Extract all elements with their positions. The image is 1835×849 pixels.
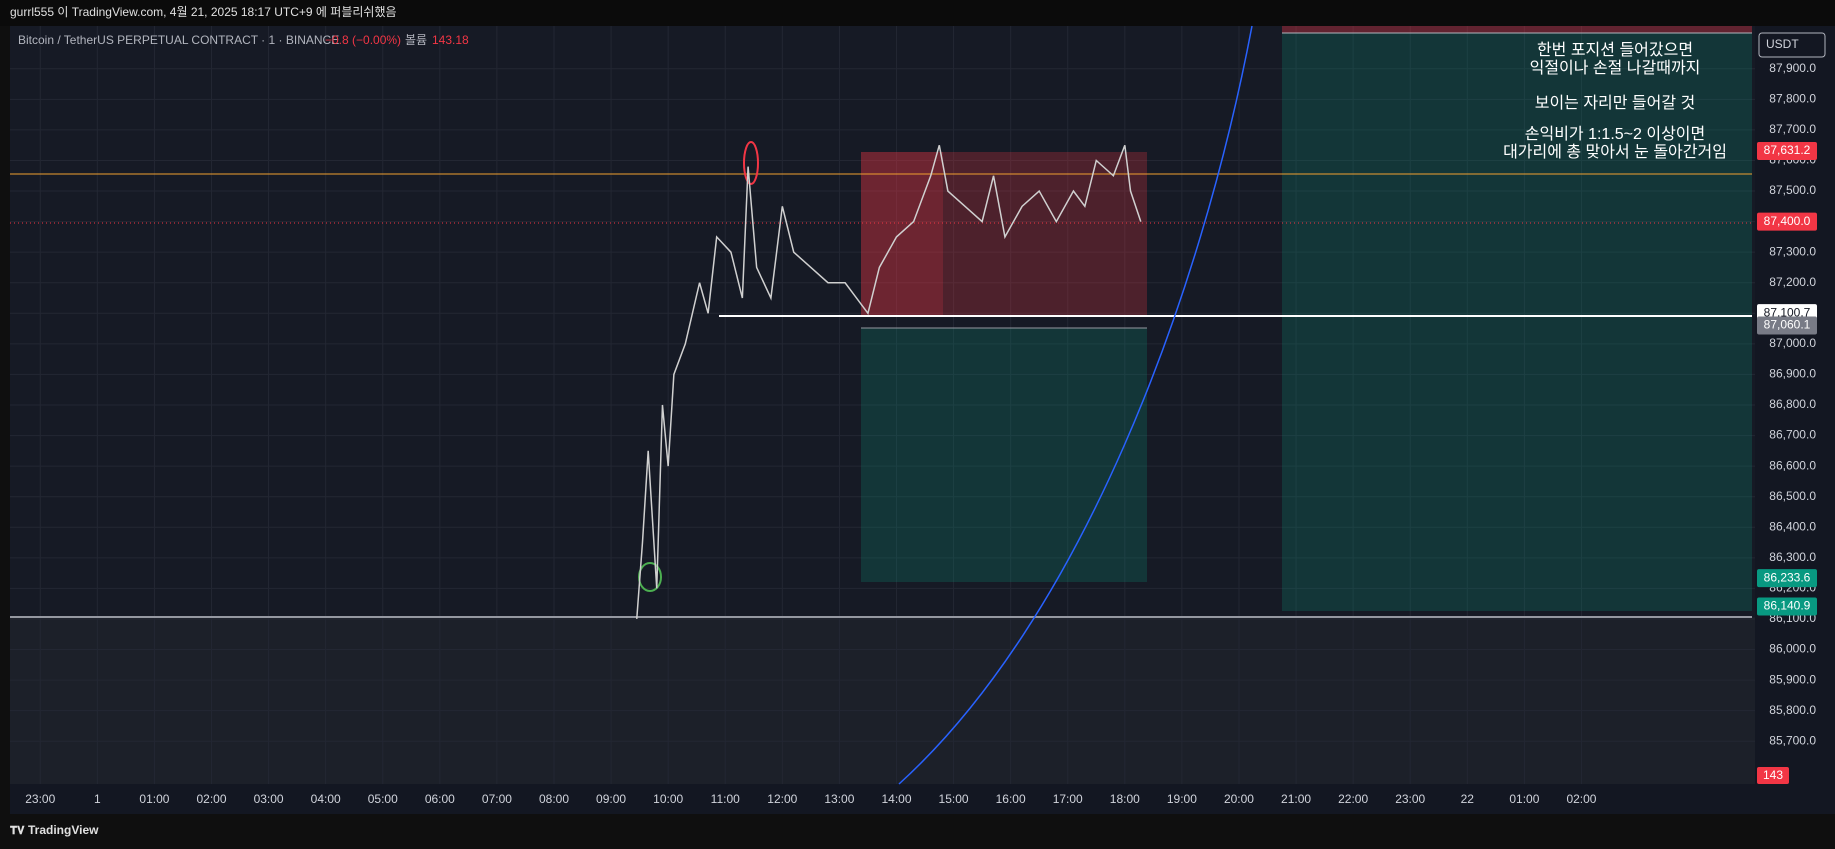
x-tick-label: 09:00 (596, 792, 626, 806)
symbol-name: Bitcoin / TetherUS PERPETUAL CONTRACT · … (18, 33, 339, 47)
header-bar (0, 0, 1835, 26)
footer-bar (0, 814, 1835, 849)
symbol-change: −0.8 (−0.00%) (325, 33, 401, 47)
y-tick-label: 87,800.0 (1769, 92, 1816, 106)
price-badge-label: 87,060.1 (1764, 318, 1811, 332)
y-tick-label: 86,000.0 (1769, 642, 1816, 656)
x-tick-label: 02:00 (1566, 792, 1596, 806)
x-tick-label: 23:00 (1395, 792, 1425, 806)
time-axis (10, 784, 1835, 814)
price-badge (1757, 569, 1817, 588)
x-tick-label: 1 (94, 792, 101, 806)
y-tick-label: 87,200.0 (1769, 275, 1816, 289)
price-badge-label: 87,100.7 (1764, 305, 1811, 319)
price-line (636, 144, 1142, 620)
price-badge (1757, 316, 1817, 335)
x-tick-label: 02:00 (196, 792, 226, 806)
x-tick-label: 07:00 (482, 792, 512, 806)
footer-logo: 𝐓𝐕 (10, 825, 25, 837)
y-tick-label: 85,800.0 (1769, 703, 1816, 717)
x-tick-label: 22 (1461, 792, 1475, 806)
x-tick-label: 08:00 (539, 792, 569, 806)
volume-value: 143.18 (432, 33, 469, 47)
y-tick-label: 86,800.0 (1769, 397, 1816, 411)
lower-zone (10, 617, 1755, 784)
y-tick-label: 87,500.0 (1769, 183, 1816, 197)
annotation-line: 대가리에 총 맞아서 눈 돌아간거임 (1503, 143, 1727, 161)
price-badge-label: 86,233.6 (1764, 570, 1811, 584)
x-tick-label: 06:00 (425, 792, 455, 806)
x-tick-label: 20:00 (1224, 792, 1254, 806)
currency-label: USDT (1766, 37, 1799, 51)
price-badge (1757, 212, 1817, 231)
top-circle (743, 141, 759, 185)
y-tick-label: 86,600.0 (1769, 458, 1816, 472)
x-tick-label: 23:00 (25, 792, 55, 806)
y-tick-label: 86,300.0 (1769, 550, 1816, 564)
annotation-line: 손익비가 1:1.5~2 이상이면 (1525, 125, 1705, 143)
x-tick-label: 22:00 (1338, 792, 1368, 806)
target-zone (861, 328, 1147, 582)
axes: 87,900.087,800.087,700.087,600.087,500.0… (25, 61, 1817, 806)
x-tick-label: 16:00 (996, 792, 1026, 806)
x-tick-label: 14:00 (881, 792, 911, 806)
x-tick-label: 01:00 (1509, 792, 1539, 806)
annotation-line: 익절이나 손절 나갈때까지 (1530, 59, 1701, 77)
volume-badge-label: 143 (1763, 768, 1783, 782)
x-tick-label: 21:00 (1281, 792, 1311, 806)
trend-curve (898, 25, 1253, 785)
price-badge (1757, 597, 1817, 616)
y-tick-label: 87,300.0 (1769, 244, 1816, 258)
price-badge-label: 87,400.0 (1764, 214, 1811, 228)
volume-badge (1757, 767, 1789, 784)
x-tick-label: 05:00 (368, 792, 398, 806)
x-tick-label: 04:00 (311, 792, 341, 806)
y-tick-label: 85,900.0 (1769, 672, 1816, 686)
bottom-circle (638, 562, 662, 592)
price-badge (1757, 141, 1817, 160)
annotation-line: 보이는 자리만 들어갈 것 (1535, 94, 1696, 112)
y-tick-label: 86,700.0 (1769, 428, 1816, 442)
currency-box[interactable] (1758, 32, 1826, 58)
grid (10, 26, 1755, 784)
x-tick-label: 15:00 (939, 792, 969, 806)
x-tick-label: 19:00 (1167, 792, 1197, 806)
volume-label: 볼륨 (405, 33, 427, 47)
x-tick-label: 18:00 (1110, 792, 1140, 806)
x-tick-label: 13:00 (824, 792, 854, 806)
x-tick-label: 01:00 (139, 792, 169, 806)
y-tick-label: 85,700.0 (1769, 733, 1816, 747)
y-tick-label: 86,500.0 (1769, 489, 1816, 503)
x-tick-label: 10:00 (653, 792, 683, 806)
target-zone-right (1282, 33, 1752, 611)
y-tick-label: 87,000.0 (1769, 336, 1816, 350)
price-badge-label: 87,631.2 (1764, 143, 1811, 157)
stop-zone-right (1282, 26, 1752, 33)
y-tick-label: 87,700.0 (1769, 122, 1816, 136)
annotation-line: 한번 포지션 들어갔으면 (1537, 41, 1693, 59)
x-tick-label: 03:00 (254, 792, 284, 806)
footer-brand: TradingView (28, 823, 99, 837)
y-tick-label: 86,900.0 (1769, 367, 1816, 381)
price-badge-label: 86,140.9 (1764, 599, 1811, 613)
y-tick-label: 86,400.0 (1769, 519, 1816, 533)
price-series (636, 144, 1142, 620)
x-tick-label: 17:00 (1053, 792, 1083, 806)
x-tick-label: 12:00 (767, 792, 797, 806)
y-tick-label: 87,900.0 (1769, 61, 1816, 75)
x-tick-label: 11:00 (711, 792, 740, 806)
header-title: gurrl555 이 TradingView.com, 4월 21, 2025 … (10, 5, 397, 19)
